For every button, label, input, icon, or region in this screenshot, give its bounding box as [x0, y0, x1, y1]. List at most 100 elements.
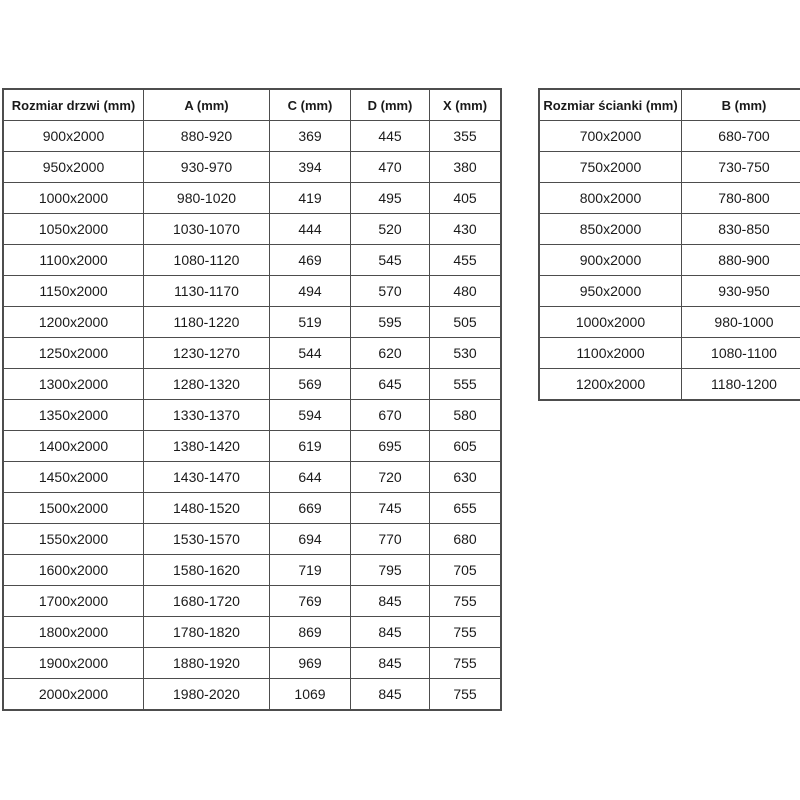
table-cell: 630 — [429, 461, 502, 493]
table-cell: 1380-1420 — [143, 430, 270, 462]
table-row: 1550x2000 1530-1570 694 770 680 — [2, 523, 502, 555]
table-cell: 570 — [350, 275, 430, 307]
table-cell: 1800x2000 — [2, 616, 144, 648]
table-row: 1400x2000 1380-1420 619 695 605 — [2, 430, 502, 462]
table-cell: 1130-1170 — [143, 275, 270, 307]
table-cell: 795 — [350, 554, 430, 586]
table-cell: 1200x2000 — [538, 368, 682, 401]
table-cell: 694 — [269, 523, 351, 555]
table-cell: 1000x2000 — [538, 306, 682, 338]
table-cell: 969 — [269, 647, 351, 679]
table-cell: 469 — [269, 244, 351, 276]
table-cell: 380 — [429, 151, 502, 183]
table-cell: 1050x2000 — [2, 213, 144, 245]
table-cell: 1680-1720 — [143, 585, 270, 617]
table-cell: 1400x2000 — [2, 430, 144, 462]
table-cell: 1180-1200 — [681, 368, 800, 401]
table-cell: 544 — [269, 337, 351, 369]
table-row: 850x2000 830-850 — [538, 213, 800, 245]
table-row: 900x2000 880-900 — [538, 244, 800, 276]
table-cell: 394 — [269, 151, 351, 183]
table-row: 1250x2000 1230-1270 544 620 530 — [2, 337, 502, 369]
table-row: 700x2000 680-700 — [538, 120, 800, 152]
table-cell: 930-950 — [681, 275, 800, 307]
column-header: B (mm) — [681, 88, 800, 121]
table-cell: 850x2000 — [538, 213, 682, 245]
table-cell: 455 — [429, 244, 502, 276]
table-cell: 655 — [429, 492, 502, 524]
table-cell: 430 — [429, 213, 502, 245]
table-cell: 470 — [350, 151, 430, 183]
table-cell: 445 — [350, 120, 430, 152]
table-cell: 769 — [269, 585, 351, 617]
table-cell: 1550x2000 — [2, 523, 144, 555]
table-cell: 900x2000 — [538, 244, 682, 276]
table-cell: 1280-1320 — [143, 368, 270, 400]
table-cell: 705 — [429, 554, 502, 586]
table-cell: 720 — [350, 461, 430, 493]
table-cell: 494 — [269, 275, 351, 307]
table-cell: 869 — [269, 616, 351, 648]
table-cell: 405 — [429, 182, 502, 214]
header-row: Rozmiar ścianki (mm) B (mm) — [538, 88, 800, 121]
table-cell: 1430-1470 — [143, 461, 270, 493]
table-cell: 555 — [429, 368, 502, 400]
table-cell: 645 — [350, 368, 430, 400]
column-header: Rozmiar ścianki (mm) — [538, 88, 682, 121]
table-row: 1900x2000 1880-1920 969 845 755 — [2, 647, 502, 679]
table-cell: 770 — [350, 523, 430, 555]
table-cell: 750x2000 — [538, 151, 682, 183]
table-cell: 580 — [429, 399, 502, 431]
table-cell: 1350x2000 — [2, 399, 144, 431]
table-cell: 605 — [429, 430, 502, 462]
table-cell: 1780-1820 — [143, 616, 270, 648]
table-cell: 950x2000 — [538, 275, 682, 307]
table-row: 900x2000 880-920 369 445 355 — [2, 120, 502, 152]
table-cell: 1300x2000 — [2, 368, 144, 400]
table-cell: 880-900 — [681, 244, 800, 276]
table-cell: 1200x2000 — [2, 306, 144, 338]
table-cell: 520 — [350, 213, 430, 245]
table-cell: 680 — [429, 523, 502, 555]
table-cell: 2000x2000 — [2, 678, 144, 711]
table-cell: 495 — [350, 182, 430, 214]
table-cell: 1450x2000 — [2, 461, 144, 493]
table-cell: 755 — [429, 616, 502, 648]
table-cell: 594 — [269, 399, 351, 431]
table-cell: 1100x2000 — [538, 337, 682, 369]
table-cell: 355 — [429, 120, 502, 152]
header-row: Rozmiar drzwi (mm) A (mm) C (mm) D (mm) X (m… — [2, 88, 502, 121]
table-cell: 1330-1370 — [143, 399, 270, 431]
table-cell: 845 — [350, 678, 430, 711]
table-cell: 1580-1620 — [143, 554, 270, 586]
table-cell: 1230-1270 — [143, 337, 270, 369]
table-cell: 730-750 — [681, 151, 800, 183]
table-cell: 745 — [350, 492, 430, 524]
table-cell: 519 — [269, 306, 351, 338]
table-cell: 1600x2000 — [2, 554, 144, 586]
table-cell: 1069 — [269, 678, 351, 711]
table-row: 1450x2000 1430-1470 644 720 630 — [2, 461, 502, 493]
table-cell: 1880-1920 — [143, 647, 270, 679]
table-cell: 980-1000 — [681, 306, 800, 338]
table-row: 1150x2000 1130-1170 494 570 480 — [2, 275, 502, 307]
table-cell: 845 — [350, 647, 430, 679]
table-row: 1100x2000 1080-1120 469 545 455 — [2, 244, 502, 276]
table-row: 1200x2000 1180-1200 — [538, 368, 800, 401]
column-header: C (mm) — [269, 88, 351, 121]
table-cell: 620 — [350, 337, 430, 369]
table-cell: 1150x2000 — [2, 275, 144, 307]
table-cell: 700x2000 — [538, 120, 682, 152]
table-cell: 1080-1120 — [143, 244, 270, 276]
table-cell: 530 — [429, 337, 502, 369]
table-cell: 505 — [429, 306, 502, 338]
table-cell: 444 — [269, 213, 351, 245]
table-cell: 569 — [269, 368, 351, 400]
table-cell: 1530-1570 — [143, 523, 270, 555]
table-cell: 545 — [350, 244, 430, 276]
table-cell: 1900x2000 — [2, 647, 144, 679]
table-cell: 1080-1100 — [681, 337, 800, 369]
table-cell: 1980-2020 — [143, 678, 270, 711]
table-row: 1050x2000 1030-1070 444 520 430 — [2, 213, 502, 245]
table-cell: 845 — [350, 616, 430, 648]
